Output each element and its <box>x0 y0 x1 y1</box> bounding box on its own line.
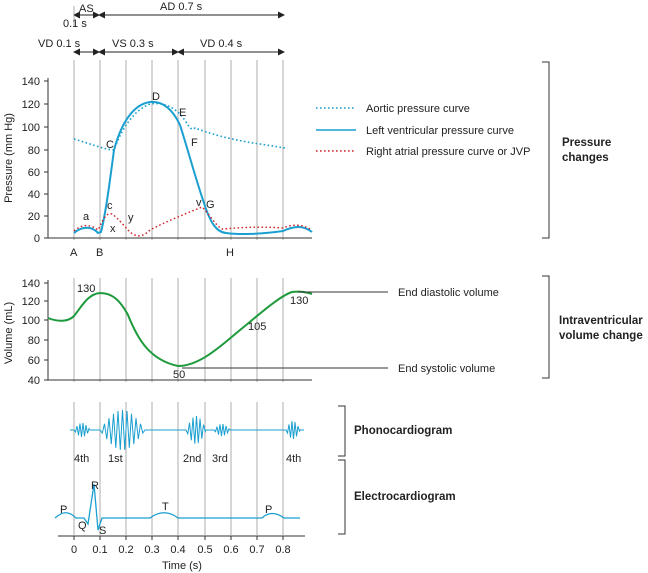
point-label-v: v <box>196 197 202 209</box>
pressure-ytick: 80 <box>28 145 40 157</box>
ecg-label-Q: Q <box>78 520 87 532</box>
lv-pressure-curve <box>73 100 313 236</box>
timing-bar: AS 0.1 s AD 0.7 s VD 0.1 s VS 0.3 s VD 0… <box>38 1 285 56</box>
point-label-a: a <box>83 211 90 223</box>
time-axis-label: Time (s) <box>162 560 202 572</box>
volume-ytick: 60 <box>28 355 40 367</box>
pressure-ytick: 100 <box>22 122 40 134</box>
pressure-yticks: 0 20 40 60 80 100 120 140 <box>22 76 48 245</box>
time-tick: 0.6 <box>223 544 238 556</box>
time-ticks: 0 0.1 0.2 0.3 0.4 0.5 0.6 0.7 0.8 <box>71 536 291 556</box>
vd2-label: VD 0.4 s <box>200 38 243 50</box>
volume-ytick: 40 <box>28 375 40 387</box>
volume-panel: 40 60 80 100 120 140 Volume (mL) 130 130… <box>3 275 643 387</box>
time-tick: 0 <box>71 544 77 556</box>
ecg-label-P-right: P <box>265 504 272 516</box>
volume-label-50: 50 <box>173 369 185 381</box>
volume-curve <box>47 290 313 368</box>
legend-label-jvp: Right atrial pressure curve or JVP <box>366 146 530 158</box>
esv-label: End systolic volume <box>398 363 495 375</box>
phono-label-4th-right: 4th <box>286 453 301 465</box>
ecg-panel: P R Q S T P Electrocardiogram <box>54 459 456 537</box>
time-tick: 0.1 <box>92 544 107 556</box>
edv-label: End diastolic volume <box>398 287 499 299</box>
phase-label-H: H <box>226 247 234 259</box>
ecg-trace <box>54 483 300 531</box>
phono-bracket <box>338 405 346 457</box>
vs-label: VS 0.3 s <box>112 38 154 50</box>
phase-label-B: B <box>96 247 103 259</box>
volume-bracket <box>542 275 550 379</box>
ecg-bracket <box>338 459 346 535</box>
point-label-E: E <box>179 107 186 119</box>
phono-label-3rd: 3rd <box>212 453 228 465</box>
phono-trace <box>70 409 304 450</box>
volume-ytick: 80 <box>28 335 40 347</box>
ecg-section-title: Electrocardiogram <box>354 491 456 503</box>
legend-label-lv: Left ventricular pressure curve <box>366 125 514 137</box>
pressure-ytick: 120 <box>22 99 40 111</box>
pressure-legend: Aortic pressure curve Left ventricular p… <box>316 103 530 158</box>
volume-label-105: 105 <box>248 321 266 333</box>
volume-ylabel: Volume (mL) <box>3 302 15 364</box>
time-axis: 0 0.1 0.2 0.3 0.4 0.5 0.6 0.7 0.8 Time (… <box>58 535 305 572</box>
ecg-label-R: R <box>91 480 99 492</box>
volume-yticks: 40 60 80 100 120 140 <box>22 278 48 387</box>
pressure-panel: 0 20 40 60 80 100 120 140 Pressure (mm H… <box>3 61 611 259</box>
volume-section-title-1: Intraventricular <box>559 315 643 327</box>
time-tick: 0.2 <box>118 544 133 556</box>
time-tick: 0.3 <box>144 544 159 556</box>
time-tick: 0.5 <box>197 544 212 556</box>
pressure-bracket <box>542 61 550 239</box>
pressure-ytick: 0 <box>34 233 40 245</box>
pressure-ylabel: Pressure (mm Hg) <box>3 113 15 203</box>
phase-gridlines <box>73 60 284 535</box>
legend-label-aortic: Aortic pressure curve <box>366 103 470 115</box>
pressure-section-title-2: changes <box>562 152 609 164</box>
vd1-label: VD 0.1 s <box>38 38 81 50</box>
ecg-label-S: S <box>99 525 106 537</box>
phase-label-A: A <box>70 247 78 259</box>
volume-ytick: 100 <box>22 315 40 327</box>
volume-label-130-right: 130 <box>290 295 308 307</box>
point-label-x: x <box>110 223 116 235</box>
pressure-ytick: 140 <box>22 76 40 88</box>
volume-ytick: 140 <box>22 278 40 290</box>
volume-ytick: 120 <box>22 296 40 308</box>
phono-label-2nd: 2nd <box>183 453 201 465</box>
time-tick: 0.7 <box>249 544 264 556</box>
phono-section-title: Phonocardiogram <box>354 425 452 437</box>
ad-label: AD 0.7 s <box>160 1 203 13</box>
jvp-curve <box>73 206 313 237</box>
point-label-G: G <box>206 199 215 211</box>
time-tick: 0.4 <box>170 544 185 556</box>
time-tick: 0.8 <box>275 544 290 556</box>
pressure-ytick: 60 <box>28 167 40 179</box>
point-label-F: F <box>191 137 198 149</box>
volume-section-title-2: volume change <box>559 330 643 342</box>
point-label-c: c <box>107 200 113 212</box>
as-duration: 0.1 s <box>63 18 87 30</box>
point-label-C: C <box>106 139 114 151</box>
pressure-ytick: 20 <box>28 211 40 223</box>
phono-label-4th-left: 4th <box>74 453 89 465</box>
point-label-y: y <box>128 212 134 224</box>
pressure-section-title-1: Pressure <box>562 137 611 149</box>
point-label-D: D <box>152 91 160 103</box>
as-label: AS <box>79 3 94 15</box>
ecg-label-P-left: P <box>60 504 67 516</box>
ecg-label-T: T <box>162 501 169 513</box>
phono-label-1st: 1st <box>108 453 123 465</box>
volume-label-130-left: 130 <box>77 283 95 295</box>
phonocardiogram-panel: 4th 1st 2nd 3rd 4th Phonocardiogram <box>70 405 452 465</box>
pressure-ytick: 40 <box>28 189 40 201</box>
